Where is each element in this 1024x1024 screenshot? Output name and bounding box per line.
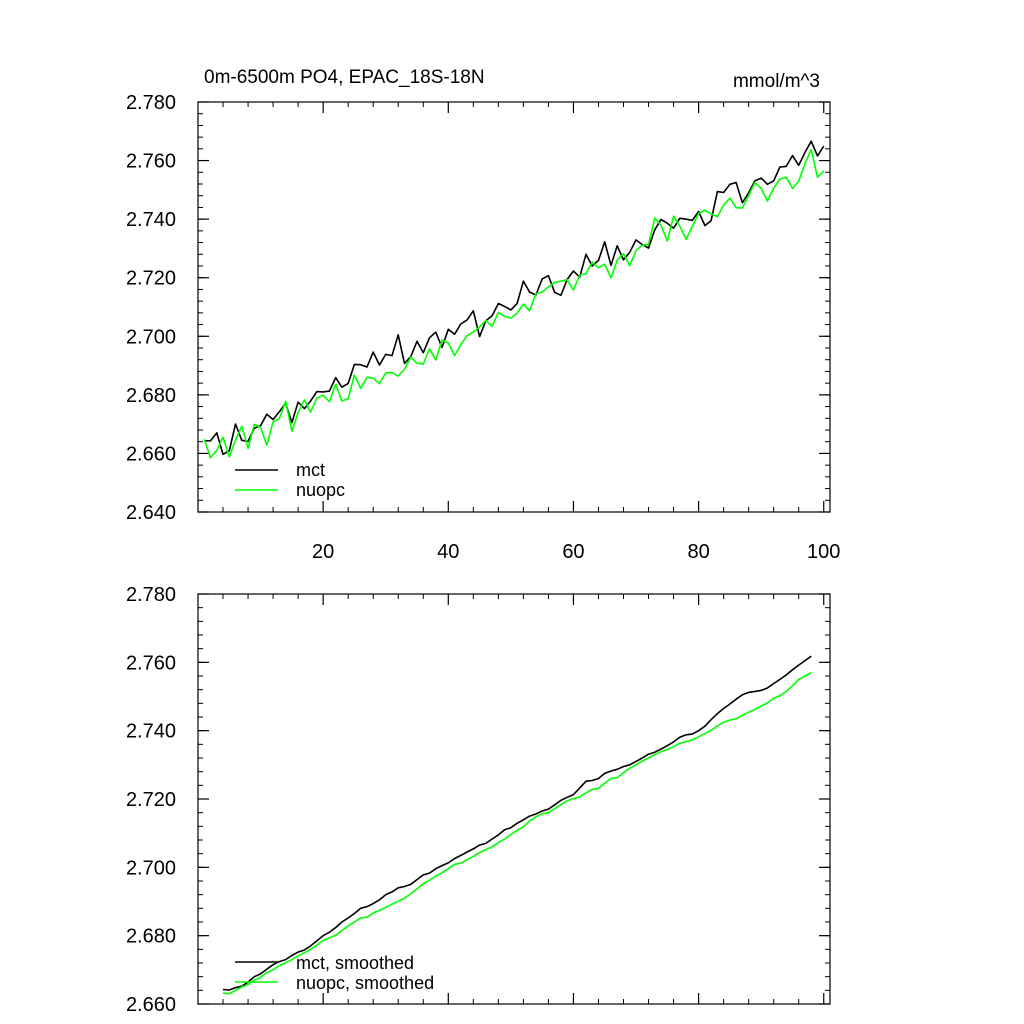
legend-label-nuopc: nuopc — [296, 480, 345, 500]
bottom-y-tick-label: 2.660 — [126, 994, 176, 1016]
top-y-tick-label: 2.740 — [126, 209, 176, 231]
legend-label-nuopc-smoothed: nuopc, smoothed — [296, 973, 434, 993]
chart-title: 0m-6500m PO4, EPAC_18S-18N — [204, 67, 485, 88]
top-y-tick-label: 2.680 — [126, 385, 176, 407]
top-y-tick-label: 2.700 — [126, 326, 176, 348]
top-x-tick-label: 20 — [312, 541, 334, 563]
bottom-y-tick-label: 2.740 — [126, 721, 176, 743]
top-y-tick-label: 2.720 — [126, 268, 176, 290]
top-plot-area: 2.640 2.660 2.680 2.700 2.720 2.740 2.760 2.780… — [126, 92, 840, 563]
bottom-series-line-mct-smoothed — [222, 655, 812, 991]
bottom-plot-frame — [197, 593, 831, 1005]
bottom-series-line-nuopc-smoothed — [222, 671, 812, 995]
top-y-tick-label: 2.640 — [126, 502, 176, 524]
bottom-y-tick-label: 2.700 — [126, 857, 176, 879]
legend-label-mct-smoothed: mct, smoothed — [296, 953, 414, 973]
top-series-line-mct — [204, 140, 825, 456]
top-x-tick-label: 80 — [687, 541, 709, 563]
legend-label-mct: mct — [296, 460, 325, 480]
chart-top: 0m-6500m PO4, EPAC_18S-18N mmol/m^3 2.64… — [126, 67, 840, 563]
bottom-y-tick-label: 2.720 — [126, 789, 176, 811]
top-x-tick-label: 100 — [807, 541, 840, 563]
top-series-line-nuopc — [203, 148, 825, 459]
bottom-plot-area: 2.660 2.680 2.700 2.720 2.740 2.760 2.780 — [126, 584, 831, 1016]
bottom-y-tick-label: 2.780 — [126, 584, 176, 606]
top-y-tick-label: 2.660 — [126, 443, 176, 465]
top-y-tick-label: 2.780 — [126, 92, 176, 114]
top-y-tick-label: 2.760 — [126, 151, 176, 173]
top-x-tick-label: 60 — [562, 541, 584, 563]
units-label: mmol/m^3 — [733, 71, 820, 92]
chart-bottom: 2.660 2.680 2.700 2.720 2.740 2.760 2.780 mct,… — [126, 584, 831, 1016]
bottom-y-tick-label: 2.680 — [126, 926, 176, 948]
bottom-y-tick-label: 2.760 — [126, 652, 176, 674]
top-x-tick-label: 40 — [437, 541, 459, 563]
top-plot-frame — [197, 101, 831, 513]
